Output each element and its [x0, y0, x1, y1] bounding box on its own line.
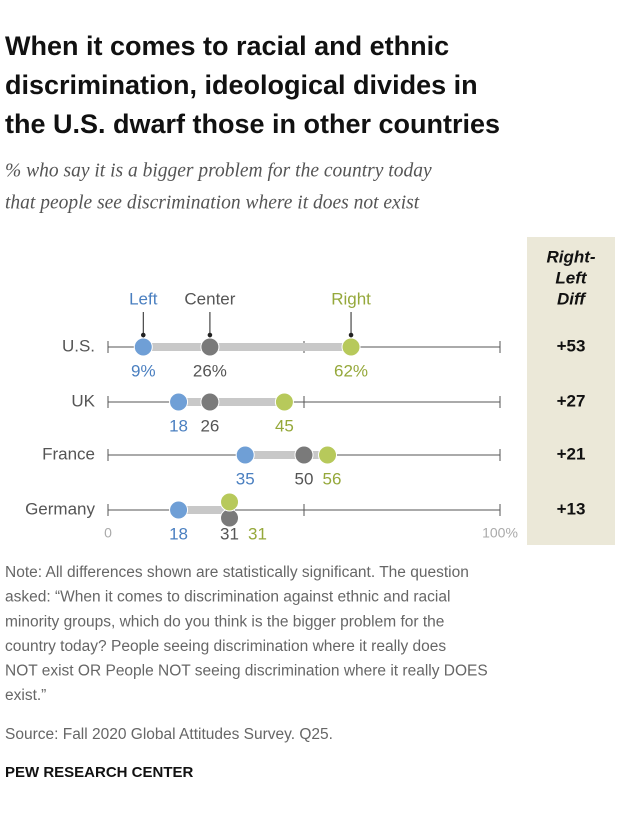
category-label: U.S.	[62, 336, 95, 355]
leader-dot	[207, 332, 213, 338]
value-label: 62%	[334, 361, 368, 380]
value-label: 18	[169, 416, 188, 435]
range-bar	[178, 506, 230, 514]
value-label: 50	[295, 469, 314, 488]
diff-column-bg	[527, 237, 615, 545]
dot	[169, 500, 189, 520]
dot	[235, 445, 255, 465]
legend-label: Center	[184, 289, 235, 308]
dot	[220, 492, 240, 512]
category-label: UK	[71, 391, 95, 410]
legend-label: Right	[331, 289, 371, 308]
range-bar	[178, 398, 285, 406]
brand: PEW RESEARCH CENTER	[5, 764, 194, 781]
dot	[200, 337, 220, 357]
value-label: 26%	[193, 361, 227, 380]
note: minority groups, which do you think is t…	[5, 613, 444, 630]
range-bar	[245, 451, 328, 459]
value-label: 45	[275, 416, 294, 435]
dot	[318, 445, 338, 465]
leader-dot	[140, 332, 146, 338]
value-label: 56	[323, 469, 342, 488]
diff-header: Diff	[557, 289, 587, 308]
dot	[274, 392, 294, 412]
note: asked: “When it comes to discrimination …	[5, 589, 450, 606]
note: exist.”	[5, 687, 46, 704]
dot	[169, 392, 189, 412]
title: When it comes to racial and ethnic	[5, 31, 449, 61]
x-tick-label: 0	[104, 525, 112, 541]
note: Note: All differences shown are statisti…	[5, 564, 469, 581]
value-label: 18	[169, 524, 188, 543]
source: Source: Fall 2020 Global Attitudes Surve…	[5, 726, 333, 743]
value-label: 35	[236, 469, 255, 488]
subtitle: that people see discrimination where it …	[5, 192, 420, 213]
value-label: 9%	[131, 361, 156, 380]
value-label: 26	[200, 416, 219, 435]
range-bar	[143, 343, 352, 351]
category-label: France	[42, 444, 95, 463]
category-label: Germany	[25, 499, 95, 518]
note: NOT exist OR People NOT seeing discrimin…	[5, 662, 488, 679]
diff-value: +27	[557, 391, 586, 410]
dot	[341, 337, 361, 357]
diff-header: Right-	[546, 247, 595, 266]
x-tick-label: 100%	[482, 525, 518, 541]
dot	[133, 337, 153, 357]
legend-label: Left	[129, 289, 158, 308]
subtitle: % who say it is a bigger problem for the…	[5, 160, 432, 181]
diff-value: +53	[557, 336, 586, 355]
diff-value: +21	[557, 444, 586, 463]
value-label: 31	[248, 524, 267, 543]
diff-header: Left	[555, 268, 588, 287]
title: discrimination, ideological divides in	[5, 70, 478, 100]
title: the U.S. dwarf those in other countries	[5, 109, 500, 139]
dot	[200, 392, 220, 412]
note: country today? People seeing discriminat…	[5, 638, 446, 655]
leader-dot	[348, 332, 354, 338]
value-label: 31	[220, 524, 239, 543]
dot	[294, 445, 314, 465]
diff-value: +13	[557, 499, 586, 518]
